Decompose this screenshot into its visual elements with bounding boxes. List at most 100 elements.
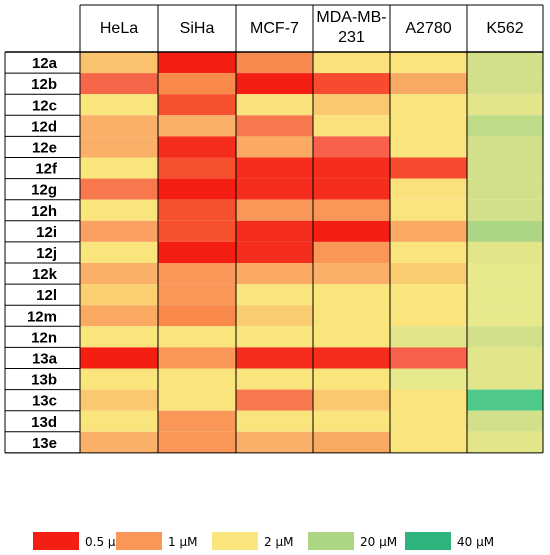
heatmap-cell-12e-mda-mb-231 — [313, 136, 390, 158]
heatmap-cell-12c-hela — [80, 94, 158, 116]
heatmap-cell-12k-k562 — [467, 263, 543, 285]
heatmap-cell-12d-a2780 — [390, 115, 467, 137]
heatmap-cell-12n-k562 — [467, 326, 543, 348]
heatmap-cell-12d-hela — [80, 115, 158, 137]
heatmap-cell-13e-k562 — [467, 431, 543, 453]
heatmap-cell-13d-k562 — [467, 410, 543, 432]
heatmap-cell-12k-mda-mb-231 — [313, 263, 390, 285]
legend-swatch-3 — [308, 532, 354, 550]
heatmap-cell-12n-a2780 — [390, 326, 467, 348]
heatmap-cell-12b-mda-mb-231 — [313, 73, 390, 95]
legend-label-0: 0.5 μM — [85, 535, 126, 549]
heatmap-cell-12i-a2780 — [390, 220, 467, 242]
heatmap-cell-12c-mcf-7 — [236, 94, 313, 116]
heatmap-cell-12j-a2780 — [390, 241, 467, 263]
row-header-12k: 12k — [32, 266, 58, 283]
row-header-12n: 12n — [31, 329, 57, 346]
heatmap-cell-12e-mcf-7 — [236, 136, 313, 158]
heatmap-cell-13a-hela — [80, 347, 158, 369]
heatmap-cell-12i-mda-mb-231 — [313, 220, 390, 242]
heatmap-cell-12a-k562 — [467, 52, 543, 74]
heatmap-cell-13c-mcf-7 — [236, 389, 313, 411]
heatmap-cell-12h-hela — [80, 199, 158, 221]
heatmap-cell-13b-k562 — [467, 368, 543, 390]
heatmap-cell-12m-mda-mb-231 — [313, 305, 390, 327]
heatmap-cell-13a-mcf-7 — [236, 347, 313, 369]
legend: 0.5 μM 1 μM 2 μM 20 μM 40 μM — [33, 532, 494, 550]
heatmap-cell-13d-mda-mb-231 — [313, 410, 390, 432]
heatmap-cell-12b-k562 — [467, 73, 543, 95]
heatmap-cell-13c-hela — [80, 389, 158, 411]
heatmap-cell-12n-siha — [158, 326, 236, 348]
heatmap-cell-12m-mcf-7 — [236, 305, 313, 327]
heatmap-cell-12f-k562 — [467, 157, 543, 179]
column-header-hela: HeLa — [100, 20, 138, 37]
heatmap-cell-12h-mda-mb-231 — [313, 199, 390, 221]
heatmap-cell-12m-k562 — [467, 305, 543, 327]
row-header-13b: 13b — [31, 372, 57, 389]
heatmap-cell-13c-a2780 — [390, 389, 467, 411]
heatmap-cell-12d-k562 — [467, 115, 543, 137]
legend-swatch-0 — [33, 532, 79, 550]
row-header-12l: 12l — [36, 287, 57, 304]
legend-label-3: 20 μM — [360, 535, 397, 549]
row-headers: 12a 12b 12c 12d 12e 12f 12g 12h 12i 12j 12k 12l 12m 1… — [27, 55, 58, 452]
heatmap-cell-12m-a2780 — [390, 305, 467, 327]
heatmap-cell-12l-mda-mb-231 — [313, 284, 390, 306]
heatmap-cell-12f-siha — [158, 157, 236, 179]
column-header-mda-mb-231: MDA-MB-231 — [316, 9, 386, 46]
heatmap-cell-12e-siha — [158, 136, 236, 158]
heatmap-cell-12a-siha — [158, 52, 236, 74]
row-header-12b: 12b — [31, 76, 57, 93]
legend-label-4: 40 μM — [457, 535, 494, 549]
heatmap-cell-12h-mcf-7 — [236, 199, 313, 221]
heatmap-cell-12i-siha — [158, 220, 236, 242]
heatmap-cell-12f-hela — [80, 157, 158, 179]
heatmap-cell-13e-mcf-7 — [236, 431, 313, 453]
heatmap-cell-12g-hela — [80, 178, 158, 200]
heatmap-cell-12a-mda-mb-231 — [313, 52, 390, 74]
heatmap-cell-13d-hela — [80, 410, 158, 432]
heatmap-cell-12a-hela — [80, 52, 158, 74]
heatmap-cell-12k-a2780 — [390, 263, 467, 285]
row-header-13a: 13a — [32, 350, 58, 367]
row-header-13c: 13c — [32, 393, 57, 410]
heatmap-cell-12d-mcf-7 — [236, 115, 313, 137]
heatmap-cell-12g-siha — [158, 178, 236, 200]
heatmap-cell-12m-siha — [158, 305, 236, 327]
legend-swatch-2 — [212, 532, 258, 550]
heatmap-cell-12a-mcf-7 — [236, 52, 313, 74]
legend-swatch-1 — [116, 532, 162, 550]
heatmap-cell-13a-k562 — [467, 347, 543, 369]
row-header-12i: 12i — [36, 224, 57, 241]
heatmap-cell-12g-mcf-7 — [236, 178, 313, 200]
heatmap-cell-12i-k562 — [467, 220, 543, 242]
heatmap-cell-12j-k562 — [467, 241, 543, 263]
heatmap-cell-12a-a2780 — [390, 52, 467, 74]
row-header-13d: 13d — [31, 414, 57, 431]
heatmap-cell-13b-a2780 — [390, 368, 467, 390]
heatmap-cell-12i-hela — [80, 220, 158, 242]
heatmap-cell-12n-mda-mb-231 — [313, 326, 390, 348]
heatmap-cell-13e-mda-mb-231 — [313, 431, 390, 453]
column-header-mcf-7: MCF-7 — [250, 20, 299, 37]
column-header-a2780: A2780 — [405, 20, 451, 37]
heatmap-cell-12d-mda-mb-231 — [313, 115, 390, 137]
heatmap-cell-13b-siha — [158, 368, 236, 390]
heatmap-cell-12n-mcf-7 — [236, 326, 313, 348]
heatmap-cell-12k-siha — [158, 263, 236, 285]
row-header-12m: 12m — [27, 308, 57, 325]
heatmap-cell-12f-mcf-7 — [236, 157, 313, 179]
heatmap-cell-12b-mcf-7 — [236, 73, 313, 95]
heatmap-cell-12f-mda-mb-231 — [313, 157, 390, 179]
heatmap-cell-12c-siha — [158, 94, 236, 116]
heatmap-grid — [4, 4, 544, 454]
column-headers: HeLa SiHa MCF-7 MDA-MB-231 A2780 K562 — [100, 9, 524, 46]
heatmap-cell-12e-hela — [80, 136, 158, 158]
heatmap-cell-12k-hela — [80, 263, 158, 285]
heatmap-cell-13d-siha — [158, 410, 236, 432]
heatmap-cell-12g-a2780 — [390, 178, 467, 200]
heatmap-cell-12l-mcf-7 — [236, 284, 313, 306]
heatmap-cell-12i-mcf-7 — [236, 220, 313, 242]
